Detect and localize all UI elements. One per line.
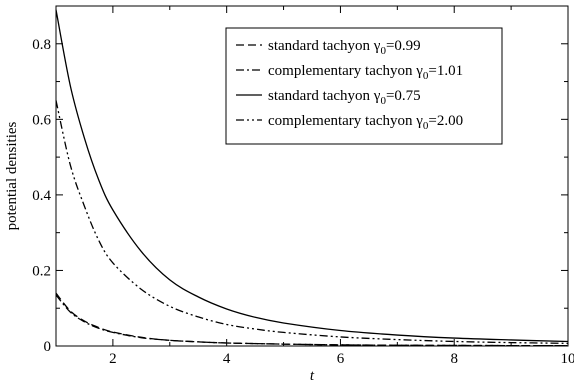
legend-label-main: complementary tachyon γ <box>268 63 423 79</box>
legend-label-subscript: 0 <box>423 120 429 132</box>
legend-label-main: complementary tachyon γ <box>268 113 423 129</box>
x-tick-label: 10 <box>561 351 574 367</box>
legend-label-1: standard tachyon γ0=0.99 <box>268 38 421 57</box>
legend-label-value: =0.75 <box>386 88 421 104</box>
x-tick-label: 6 <box>337 351 345 367</box>
x-tick-label: 8 <box>450 351 458 367</box>
series-line-2 <box>55 294 569 347</box>
series-line-3 <box>55 9 569 343</box>
y-tick-label: 0.6 <box>32 112 51 128</box>
legend-label-2: complementary tachyon γ0=1.01 <box>268 63 463 82</box>
legend-label-value: =2.00 <box>428 113 463 129</box>
legend-label-value: =0.99 <box>386 38 421 54</box>
legend-label-subscript: 0 <box>423 70 429 82</box>
legend-label-subscript: 0 <box>380 45 386 57</box>
axis-ticks: 2 4 6 8 10 0 0.2 0.4 0.6 0.8 <box>32 5 574 367</box>
y-tick-label: 0.2 <box>32 263 51 279</box>
legend-label-main: standard tachyon γ <box>268 38 381 54</box>
series-line-1 <box>55 292 569 347</box>
y-tick-label: 0.4 <box>32 188 51 204</box>
x-tick-label: 2 <box>109 351 117 367</box>
x-axis-label: t <box>310 368 315 383</box>
legend-box <box>225 27 503 145</box>
x-tick-label: 4 <box>223 351 231 367</box>
legend-label-4: complementary tachyon γ0=2.00 <box>268 113 463 132</box>
legend-label-value: =1.01 <box>428 63 463 79</box>
y-axis-label: potential densities <box>4 121 20 230</box>
y-tick-label: 0.8 <box>32 37 51 53</box>
legend-label-subscript: 0 <box>380 95 386 107</box>
legend-label-3: standard tachyon γ0=0.75 <box>268 88 421 107</box>
legend-label-main: standard tachyon γ <box>268 88 381 104</box>
plot-frame <box>55 5 569 347</box>
series-line-4 <box>55 100 569 345</box>
y-tick-label: 0 <box>44 339 52 355</box>
series-group <box>55 9 569 347</box>
